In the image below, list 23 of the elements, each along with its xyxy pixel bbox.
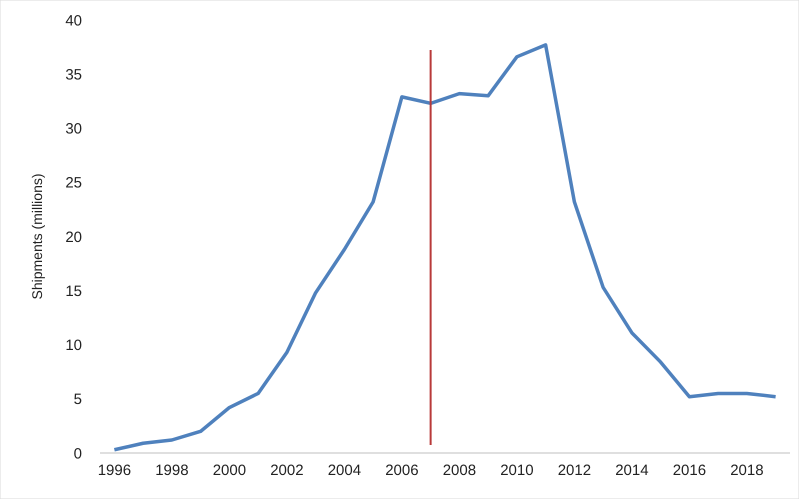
y-tick-label: 5	[74, 391, 82, 408]
y-tick-label: 10	[65, 337, 82, 354]
y-tick-label: 30	[65, 120, 82, 138]
y-tick-label: 20	[65, 228, 82, 246]
x-tick-label: 2006	[385, 462, 419, 479]
line-series	[112, 43, 778, 452]
x-tick-label: 2002	[270, 462, 304, 479]
x-tick-label: 2004	[328, 462, 362, 479]
x-tick-label: 2010	[500, 462, 534, 479]
y-tick-label: 35	[65, 66, 82, 84]
x-tick-label: 2016	[672, 462, 706, 479]
y-tick-label: 0	[74, 445, 82, 462]
y-tick-label: 40	[65, 12, 82, 30]
x-tick-label: 1996	[98, 462, 132, 479]
y-axis-title: Shipments (millions)	[29, 173, 45, 300]
x-tick-label: 2018	[730, 462, 764, 479]
x-tick-label: 2012	[558, 462, 592, 479]
x-tick-label: 1998	[155, 462, 189, 479]
x-tick-label: 2014	[615, 462, 649, 479]
y-tick-label: 25	[65, 174, 82, 192]
x-tick-label: 2008	[442, 462, 476, 479]
y-tick-label: 15	[65, 282, 82, 300]
x-tick-label: 2000	[212, 462, 246, 479]
